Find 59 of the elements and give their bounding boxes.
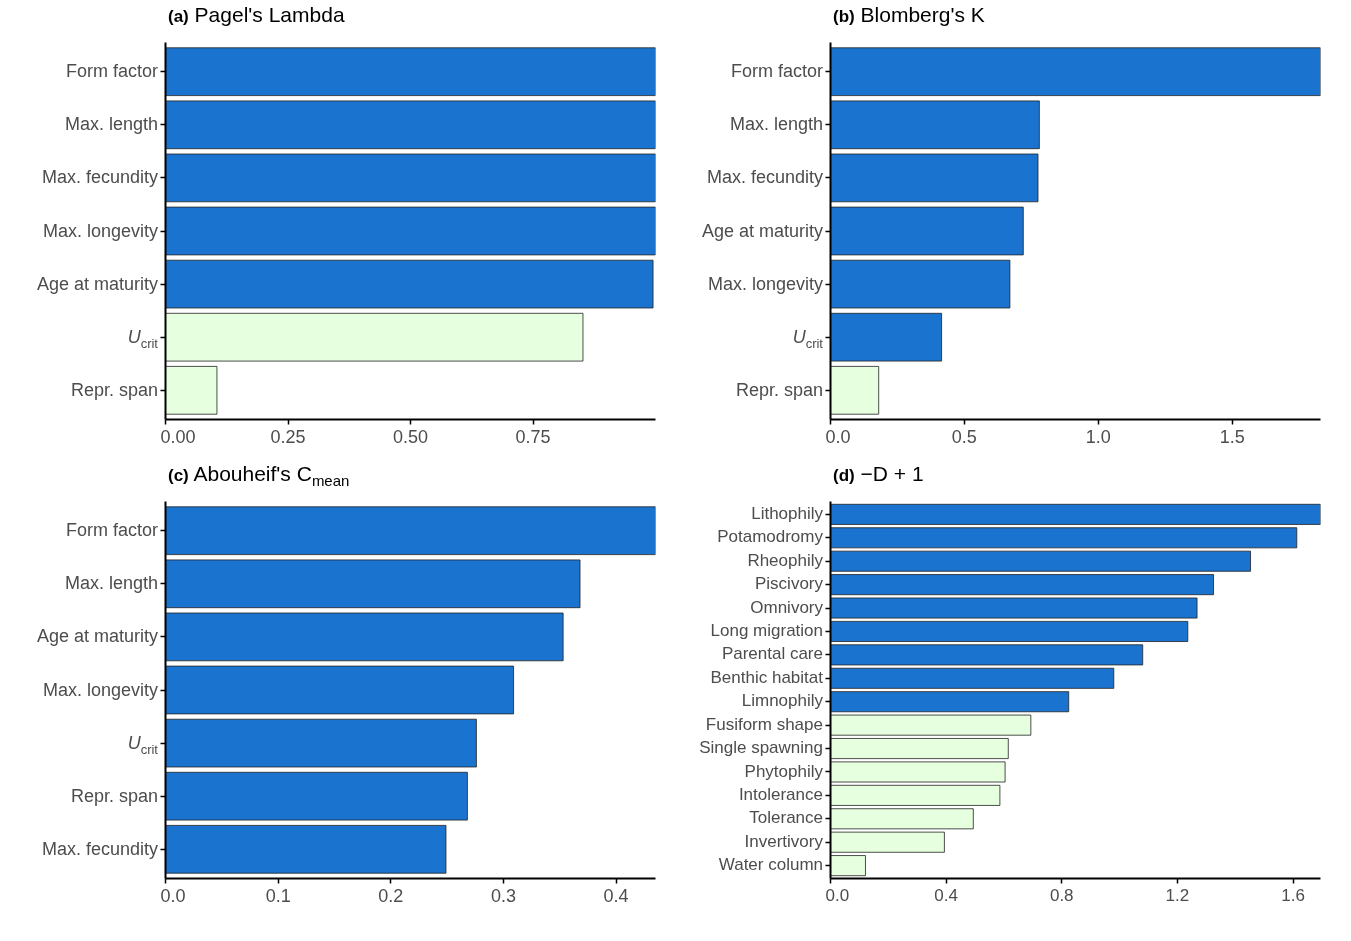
y-tick-label: Potamodromy [717, 526, 823, 549]
x-tick-label: 0.0 [160, 885, 186, 906]
x-tick-label: 0.1 [265, 885, 291, 906]
y-tick-label: Benthic habitat [710, 666, 823, 689]
y-tick-label: Tolerance [749, 807, 823, 830]
y-tick-label: Form factor [65, 519, 158, 542]
y-tick-label: Fusiform shape [705, 713, 823, 736]
y-tick-label: Max. fecundity [706, 166, 823, 189]
x-tick-label: 0.4 [934, 885, 958, 905]
x-tick-label: 0.25 [270, 426, 306, 447]
x-tick-label: 0.8 [1049, 885, 1074, 905]
y-tick-label: Single spawning [699, 737, 823, 759]
y-tick-label: Repr. span [70, 784, 158, 807]
y-tick-label: Max. length [729, 113, 823, 136]
y-tick-label: Omnivory [750, 596, 823, 619]
y-tick-label: U$_{crit}$ [127, 325, 158, 351]
y-tick-label: Invertivory [744, 830, 823, 853]
y-tick-label: U$_{crit}$ [127, 731, 158, 757]
y-tick-label: Age at maturity [36, 272, 158, 295]
y-tick-label: Max. longevity [42, 678, 158, 701]
x-tick-label: 0.5 [951, 426, 977, 447]
chart-title: (c) Abouheif's C$_{mean}$ [167, 461, 350, 492]
y-tick-label: Limnophily [741, 690, 823, 713]
y-tick-label: Repr. span [70, 378, 158, 401]
x-tick-label: 1.0 [1085, 426, 1111, 447]
y-tick-label: Repr. span [735, 378, 823, 401]
x-tick-label: 0.2 [378, 885, 404, 906]
y-tick-label: Max. longevity [42, 219, 158, 242]
x-tick-label: 1.6 [1281, 885, 1305, 905]
x-tick-label: 0.3 [490, 885, 516, 906]
y-tick-label: Max. fecundity [41, 166, 158, 189]
x-tick-label: 0.4 [603, 885, 629, 906]
y-tick-label: Max. longevity [707, 272, 823, 295]
x-tick-label: 1.2 [1165, 885, 1190, 905]
chart-title: (b) Blomberg's K [832, 2, 985, 28]
y-tick-label: Parental care [721, 643, 823, 666]
y-tick-label: Form factor [65, 60, 158, 83]
x-tick-label: 0.00 [160, 426, 196, 447]
y-tick-label: Age at maturity [36, 625, 158, 648]
x-tick-label: 1.5 [1219, 426, 1245, 447]
x-tick-label: 0.50 [392, 426, 429, 447]
y-tick-label: Max. fecundity [41, 837, 158, 860]
x-tick-label: 0.0 [825, 885, 850, 905]
y-tick-label: Phytophily [744, 760, 823, 783]
y-tick-label: Piscivory [754, 573, 823, 596]
y-tick-label: Lithophily [751, 502, 823, 525]
y-tick-label: Form factor [730, 60, 823, 83]
y-tick-label: Max. length [64, 113, 158, 136]
y-tick-label: Intolerance [738, 783, 823, 806]
x-tick-label: 0.0 [825, 426, 851, 447]
y-tick-label: Age at maturity [701, 219, 823, 242]
y-tick-label: Water column [718, 854, 823, 877]
x-tick-label: 0.75 [515, 426, 551, 447]
y-tick-label: U$_{crit}$ [792, 325, 823, 351]
y-tick-label: Max. length [64, 572, 158, 595]
y-tick-label: Long migration [710, 620, 823, 642]
y-tick-label: Rheophily [747, 549, 823, 572]
chart-title: (a) Pagel's Lambda [167, 2, 345, 28]
chart-title: (d) −D + 1 [832, 461, 924, 487]
